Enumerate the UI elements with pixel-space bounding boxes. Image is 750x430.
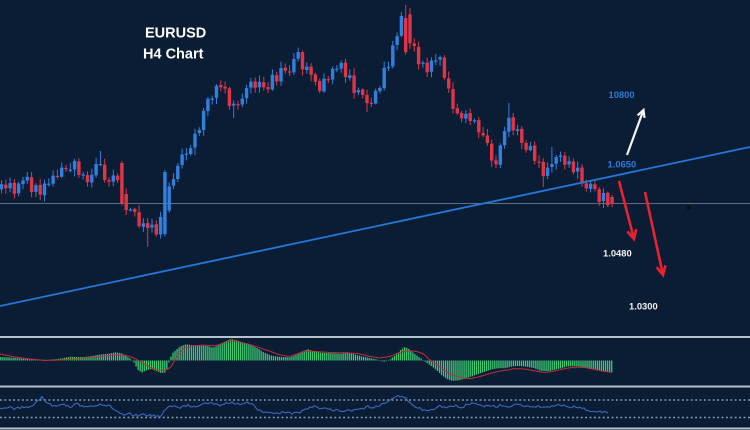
svg-text:H4 Chart: H4 Chart bbox=[143, 46, 204, 62]
svg-text:1.0650: 1.0650 bbox=[608, 159, 637, 170]
svg-text:1.0480: 1.0480 bbox=[603, 248, 632, 259]
svg-text:1.0300: 1.0300 bbox=[629, 301, 658, 312]
svg-text:EURUSD: EURUSD bbox=[145, 26, 206, 42]
svg-text:10800: 10800 bbox=[609, 89, 635, 100]
